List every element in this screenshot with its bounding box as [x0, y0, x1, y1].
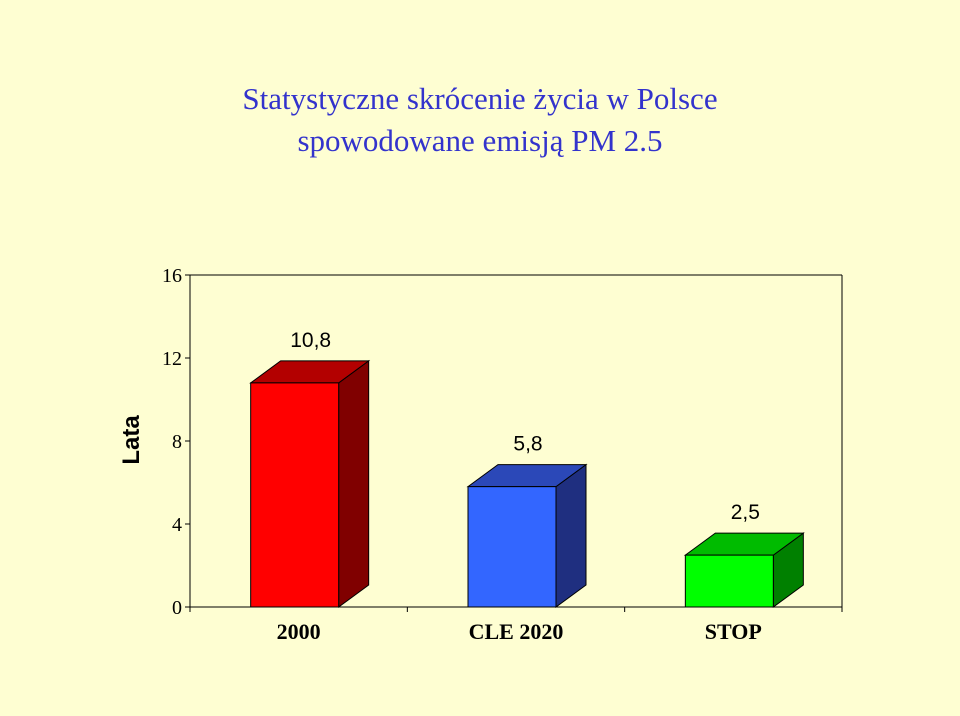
bar-front-face [467, 486, 557, 608]
y-tick-label: 8 [172, 431, 182, 453]
bar-front-face [684, 554, 774, 608]
data-label: 2,5 [731, 501, 760, 524]
bar-side-face [555, 463, 587, 608]
bar-2 [466, 463, 588, 608]
chart-labels: 0 4 8 12 16 10,8 2000 5,8 CLE 2020 2,5 STOP [162, 265, 762, 644]
bar-1 [249, 359, 371, 608]
category-label: CLE 2020 [469, 619, 564, 644]
chart-title-line-2: spowodowane emisją PM 2.5 [297, 123, 663, 158]
data-label: 10,8 [290, 329, 331, 352]
category-label: STOP [705, 619, 762, 644]
bar-3 [683, 532, 805, 608]
y-tick-label: 4 [172, 514, 182, 536]
category-label: 2000 [277, 619, 321, 644]
bar-side-face [338, 359, 370, 608]
data-label: 5,8 [513, 433, 542, 456]
y-tick-label: 12 [162, 348, 182, 370]
y-axis-label: Lata [118, 415, 145, 465]
bar-front-face [250, 382, 340, 608]
chart-title-line-1: Statystyczne skrócenie życia w Polsce [242, 81, 718, 116]
chart-bars [249, 359, 805, 608]
y-tick-label: 0 [172, 597, 182, 619]
y-tick-label: 16 [162, 265, 182, 287]
